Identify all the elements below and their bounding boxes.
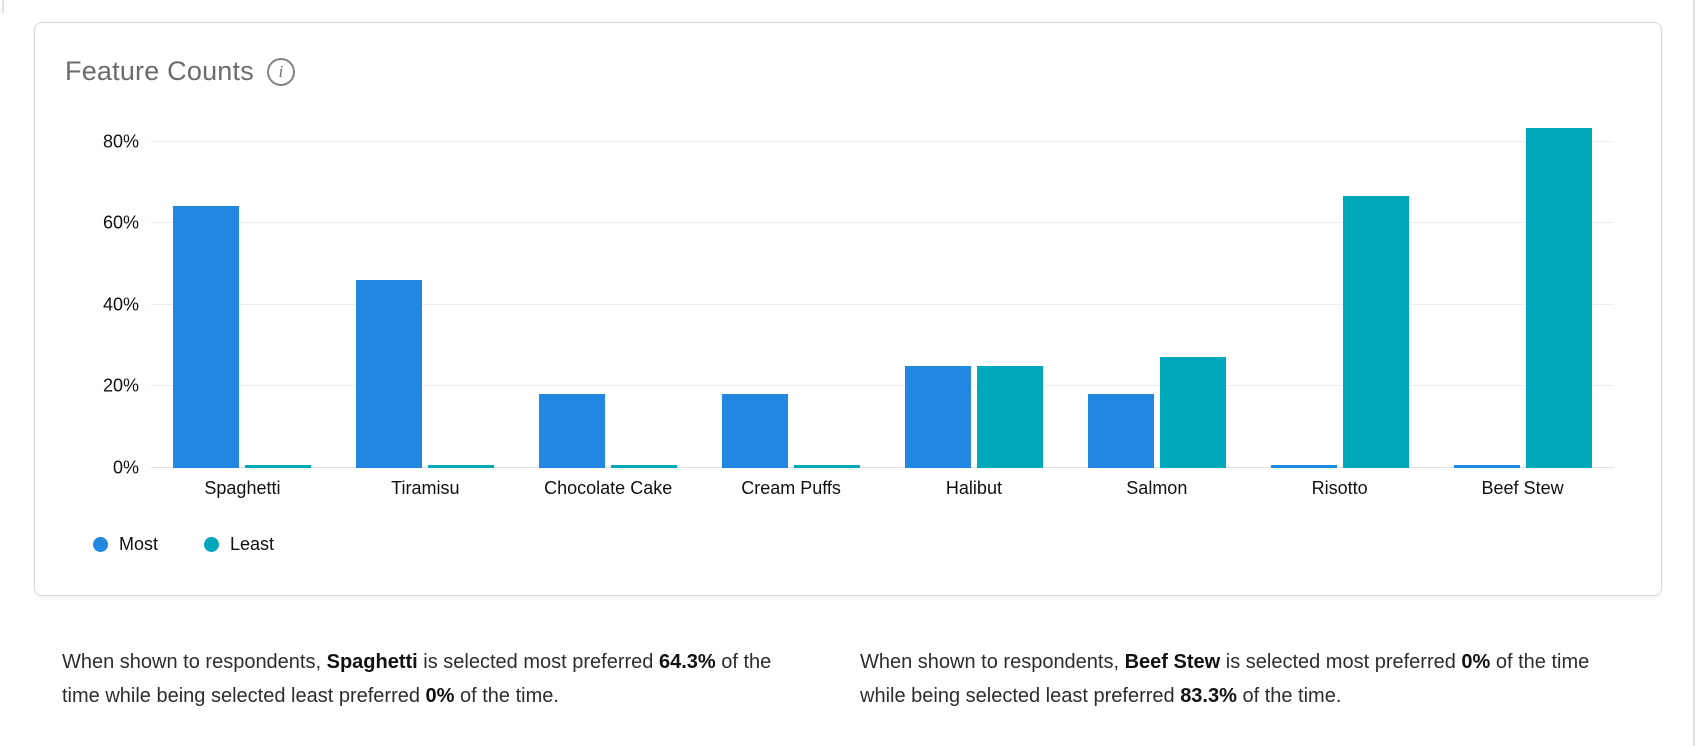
- y-axis-tick-80: 80%: [102, 131, 139, 152]
- bar-most-chocolate-cake[interactable]: [539, 393, 606, 468]
- bar-least-salmon[interactable]: [1159, 356, 1226, 468]
- bar-group-chocolate-cake: [517, 101, 700, 468]
- x-axis-label-salmon: Salmon: [1126, 478, 1188, 498]
- bar-most-cream-puffs[interactable]: [722, 393, 789, 468]
- bar-group-beef-stew: [1431, 101, 1614, 468]
- insight-highlight: Beef Stew: [1124, 651, 1221, 673]
- outer-container-right-edge: [1693, 0, 1695, 746]
- insight-text: of the time while being selected least p…: [860, 651, 1590, 707]
- insight-paragraph-spaghetti: When shown to respondents, Spaghetti is …: [62, 645, 810, 713]
- y-axis: 0% 20% 40% 60% 80%: [65, 101, 145, 477]
- legend-most-label: Most: [119, 534, 159, 554]
- bar-least-spaghetti[interactable]: [245, 465, 312, 468]
- info-icon[interactable]: i: [266, 57, 295, 86]
- x-axis-label-chocolate-cake: Chocolate Cake: [544, 478, 673, 498]
- bar-most-tiramisu[interactable]: [356, 279, 423, 468]
- legend-least-dot-icon: [204, 537, 220, 552]
- x-axis-label-spaghetti: Spaghetti: [204, 478, 281, 498]
- feature-counts-card: Feature Counts i 0% 20% 40% 60% 80% Spaghett…: [34, 22, 1662, 596]
- x-axis-label-tiramisu: Tiramisu: [391, 478, 460, 498]
- bar-most-salmon[interactable]: [1087, 393, 1154, 468]
- bar-most-halibut[interactable]: [904, 366, 971, 468]
- bar-least-beef-stew[interactable]: [1525, 128, 1592, 468]
- insight-highlight: 64.3%: [658, 651, 716, 673]
- legend-least-label: Least: [230, 534, 275, 554]
- bars-container: [151, 101, 1614, 468]
- x-axis-label-beef-stew: Beef Stew: [1481, 478, 1564, 498]
- insight-highlight: 0%: [425, 685, 455, 707]
- x-axis-labels: Spaghetti Tiramisu Chocolate Cake Cream Puf…: [151, 478, 1614, 499]
- y-axis-tick-0: 0%: [112, 457, 139, 478]
- insight-paragraph-beef-stew: When shown to respondents, Beef Stew is …: [860, 645, 1608, 713]
- gridline-80: [151, 140, 1614, 142]
- plot-area: [151, 101, 1614, 468]
- insight-text: is selected most preferred: [417, 651, 659, 673]
- x-axis-label-cream-puffs: Cream Puffs: [741, 478, 841, 498]
- gridline-20: [151, 385, 1614, 387]
- x-axis-label-halibut: Halibut: [945, 478, 1002, 498]
- bar-group-halibut: [883, 101, 1066, 468]
- x-axis-label-risotto: Risotto: [1311, 478, 1368, 498]
- y-axis-tick-40: 40%: [102, 294, 139, 315]
- insight-text: When shown to respondents,: [860, 651, 1125, 673]
- insight-highlight: 83.3%: [1180, 685, 1237, 707]
- legend-item-most[interactable]: Most: [93, 534, 158, 555]
- insight-text: When shown to respondents,: [62, 651, 327, 673]
- y-axis-tick-20: 20%: [102, 375, 139, 396]
- bar-most-risotto[interactable]: [1270, 465, 1337, 468]
- legend-most-dot-icon: [93, 537, 108, 552]
- insight-highlight: Spaghetti: [326, 651, 418, 673]
- insight-text: of the time while being selected least p…: [62, 651, 772, 707]
- insight-text: of the time.: [1236, 685, 1342, 707]
- insight-text: is selected most preferred: [1220, 651, 1462, 673]
- bar-most-beef-stew[interactable]: [1453, 465, 1520, 468]
- legend-item-least[interactable]: Least: [204, 534, 274, 555]
- gridline-40: [151, 303, 1614, 305]
- outer-container-left-edge: [2, 0, 4, 13]
- bar-least-risotto[interactable]: [1342, 196, 1409, 468]
- legend: Most Least: [93, 534, 274, 555]
- card-title: Feature Counts: [65, 56, 254, 86]
- bar-least-tiramisu[interactable]: [428, 465, 495, 468]
- bar-group-salmon: [1065, 101, 1248, 468]
- bar-group-spaghetti: [151, 101, 334, 468]
- bar-least-cream-puffs[interactable]: [794, 465, 861, 468]
- bar-group-risotto: [1248, 101, 1431, 468]
- bar-group-tiramisu: [334, 101, 517, 468]
- card-header: Feature Counts i: [65, 56, 295, 87]
- bar-least-chocolate-cake[interactable]: [611, 465, 678, 468]
- bar-group-cream-puffs: [700, 101, 883, 468]
- insight-highlight: 0%: [1461, 651, 1491, 673]
- bar-most-spaghetti[interactable]: [173, 205, 240, 468]
- gridline-0: [151, 467, 1614, 468]
- y-axis-tick-60: 60%: [102, 212, 139, 233]
- gridline-60: [151, 222, 1614, 224]
- bar-least-halibut[interactable]: [976, 366, 1043, 468]
- insight-text: of the time.: [454, 685, 559, 707]
